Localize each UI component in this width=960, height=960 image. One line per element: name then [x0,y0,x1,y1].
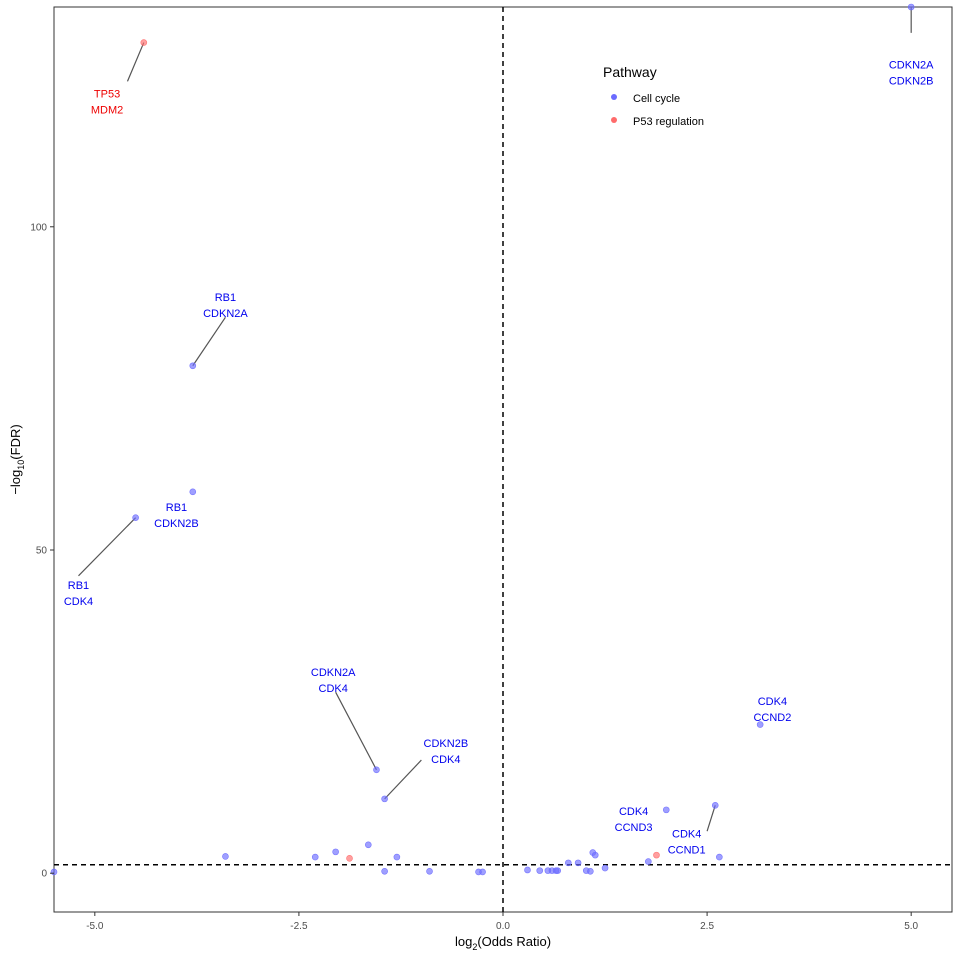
data-point [587,867,594,875]
legend-label-p53-regulation: P53 regulation [633,116,704,128]
data-point [565,859,572,867]
annotation-leader-line [192,316,226,367]
data-point [373,766,380,774]
data-point [653,851,660,859]
data-point [756,721,764,728]
annotation-leader-line [384,759,422,800]
data-point [554,867,561,874]
data-point [907,3,915,11]
data-point [645,858,652,865]
annotation-label: CDK4 [758,696,787,708]
annotation-leader-line [78,517,137,577]
annotation-label: MDM2 [91,105,123,117]
annotation-label: RB1 [166,502,187,514]
legend: Pathway Cell cycle P53 regulation [603,64,704,128]
annotation-label: CDKN2A [203,308,248,320]
data-point [711,802,719,809]
annotation-label: CDK4 [619,806,648,818]
data-point [140,39,148,46]
annotation-label: CCND2 [753,712,791,724]
reference-lines [54,7,952,912]
legend-key-p53-regulation [611,117,617,123]
legend-title: Pathway [603,64,657,80]
x-tick-label: -5.0 [86,921,104,932]
annotation-label: CCND1 [668,845,706,857]
data-point [189,488,197,496]
data-point [381,795,388,803]
annotation-label: CDK4 [319,683,348,695]
annotation-label: CDKN2B [889,75,934,87]
data-point [189,362,197,370]
data-point [524,866,531,874]
data-point [426,867,433,875]
data-point [479,868,486,876]
data-point [601,864,609,872]
x-axis: -5.0 -2.5 0.0 2.5 5.0 [86,912,919,932]
annotation-label: CDK4 [64,596,93,608]
data-point [662,806,670,814]
data-point [574,859,582,867]
annotation-label: CDKN2A [889,59,934,71]
data-points [50,3,915,876]
y-tick-label: 100 [30,222,47,233]
data-point [536,867,544,874]
legend-key-cell-cycle [611,94,617,100]
annotation-label: CDKN2B [424,738,469,750]
x-axis-label-base: log [455,934,472,949]
annotation-label: CDK4 [431,754,460,766]
data-point [311,853,319,861]
annotation-label: CDKN2B [154,518,199,530]
y-axis-label-rest: (FDR) [8,424,23,459]
legend-label-cell-cycle: Cell cycle [633,93,680,105]
annotation-label: CDKN2A [311,667,356,679]
data-point [50,868,58,876]
data-point [591,851,599,859]
annotation-leader-line [126,42,145,82]
annotation-label: CDK4 [672,829,701,841]
y-tick-label: 50 [36,546,48,557]
y-axis: 0 50 100 [30,222,54,880]
x-tick-label: 2.5 [700,921,714,932]
data-point [132,514,139,521]
data-point [332,848,339,856]
annotation-label: CCND3 [615,822,653,834]
x-axis-label-rest: (Odds Ratio) [477,934,551,949]
data-point [222,853,229,860]
annotation-label: RB1 [68,580,89,592]
annotation-segments [78,7,912,832]
x-axis-label-subscript: 2 [472,942,477,952]
data-point [716,853,723,861]
annotation-label: TP53 [94,89,120,101]
annotation-leader-line [706,805,716,832]
annotation-labels: CDKN2A CDKN2B TP53 MDM2 RB1 CDKN2A RB1 CDKN2B RB… [64,59,934,856]
data-point [381,867,388,875]
x-tick-label: 5.0 [904,921,918,932]
y-axis-label: −log10(FDR) [8,424,26,494]
data-point [364,841,372,849]
data-point [393,853,401,861]
annotation-leader-line [335,691,377,771]
x-tick-label: 0.0 [496,921,510,932]
x-axis-label: log2(Odds Ratio) [455,934,551,952]
y-axis-label-subscript: 10 [16,460,26,470]
annotation-label: RB1 [215,292,236,304]
x-tick-label: -2.5 [290,921,308,932]
y-axis-label-prefix: −log [8,470,23,495]
y-tick-label: 0 [41,869,47,880]
data-point [346,855,353,862]
